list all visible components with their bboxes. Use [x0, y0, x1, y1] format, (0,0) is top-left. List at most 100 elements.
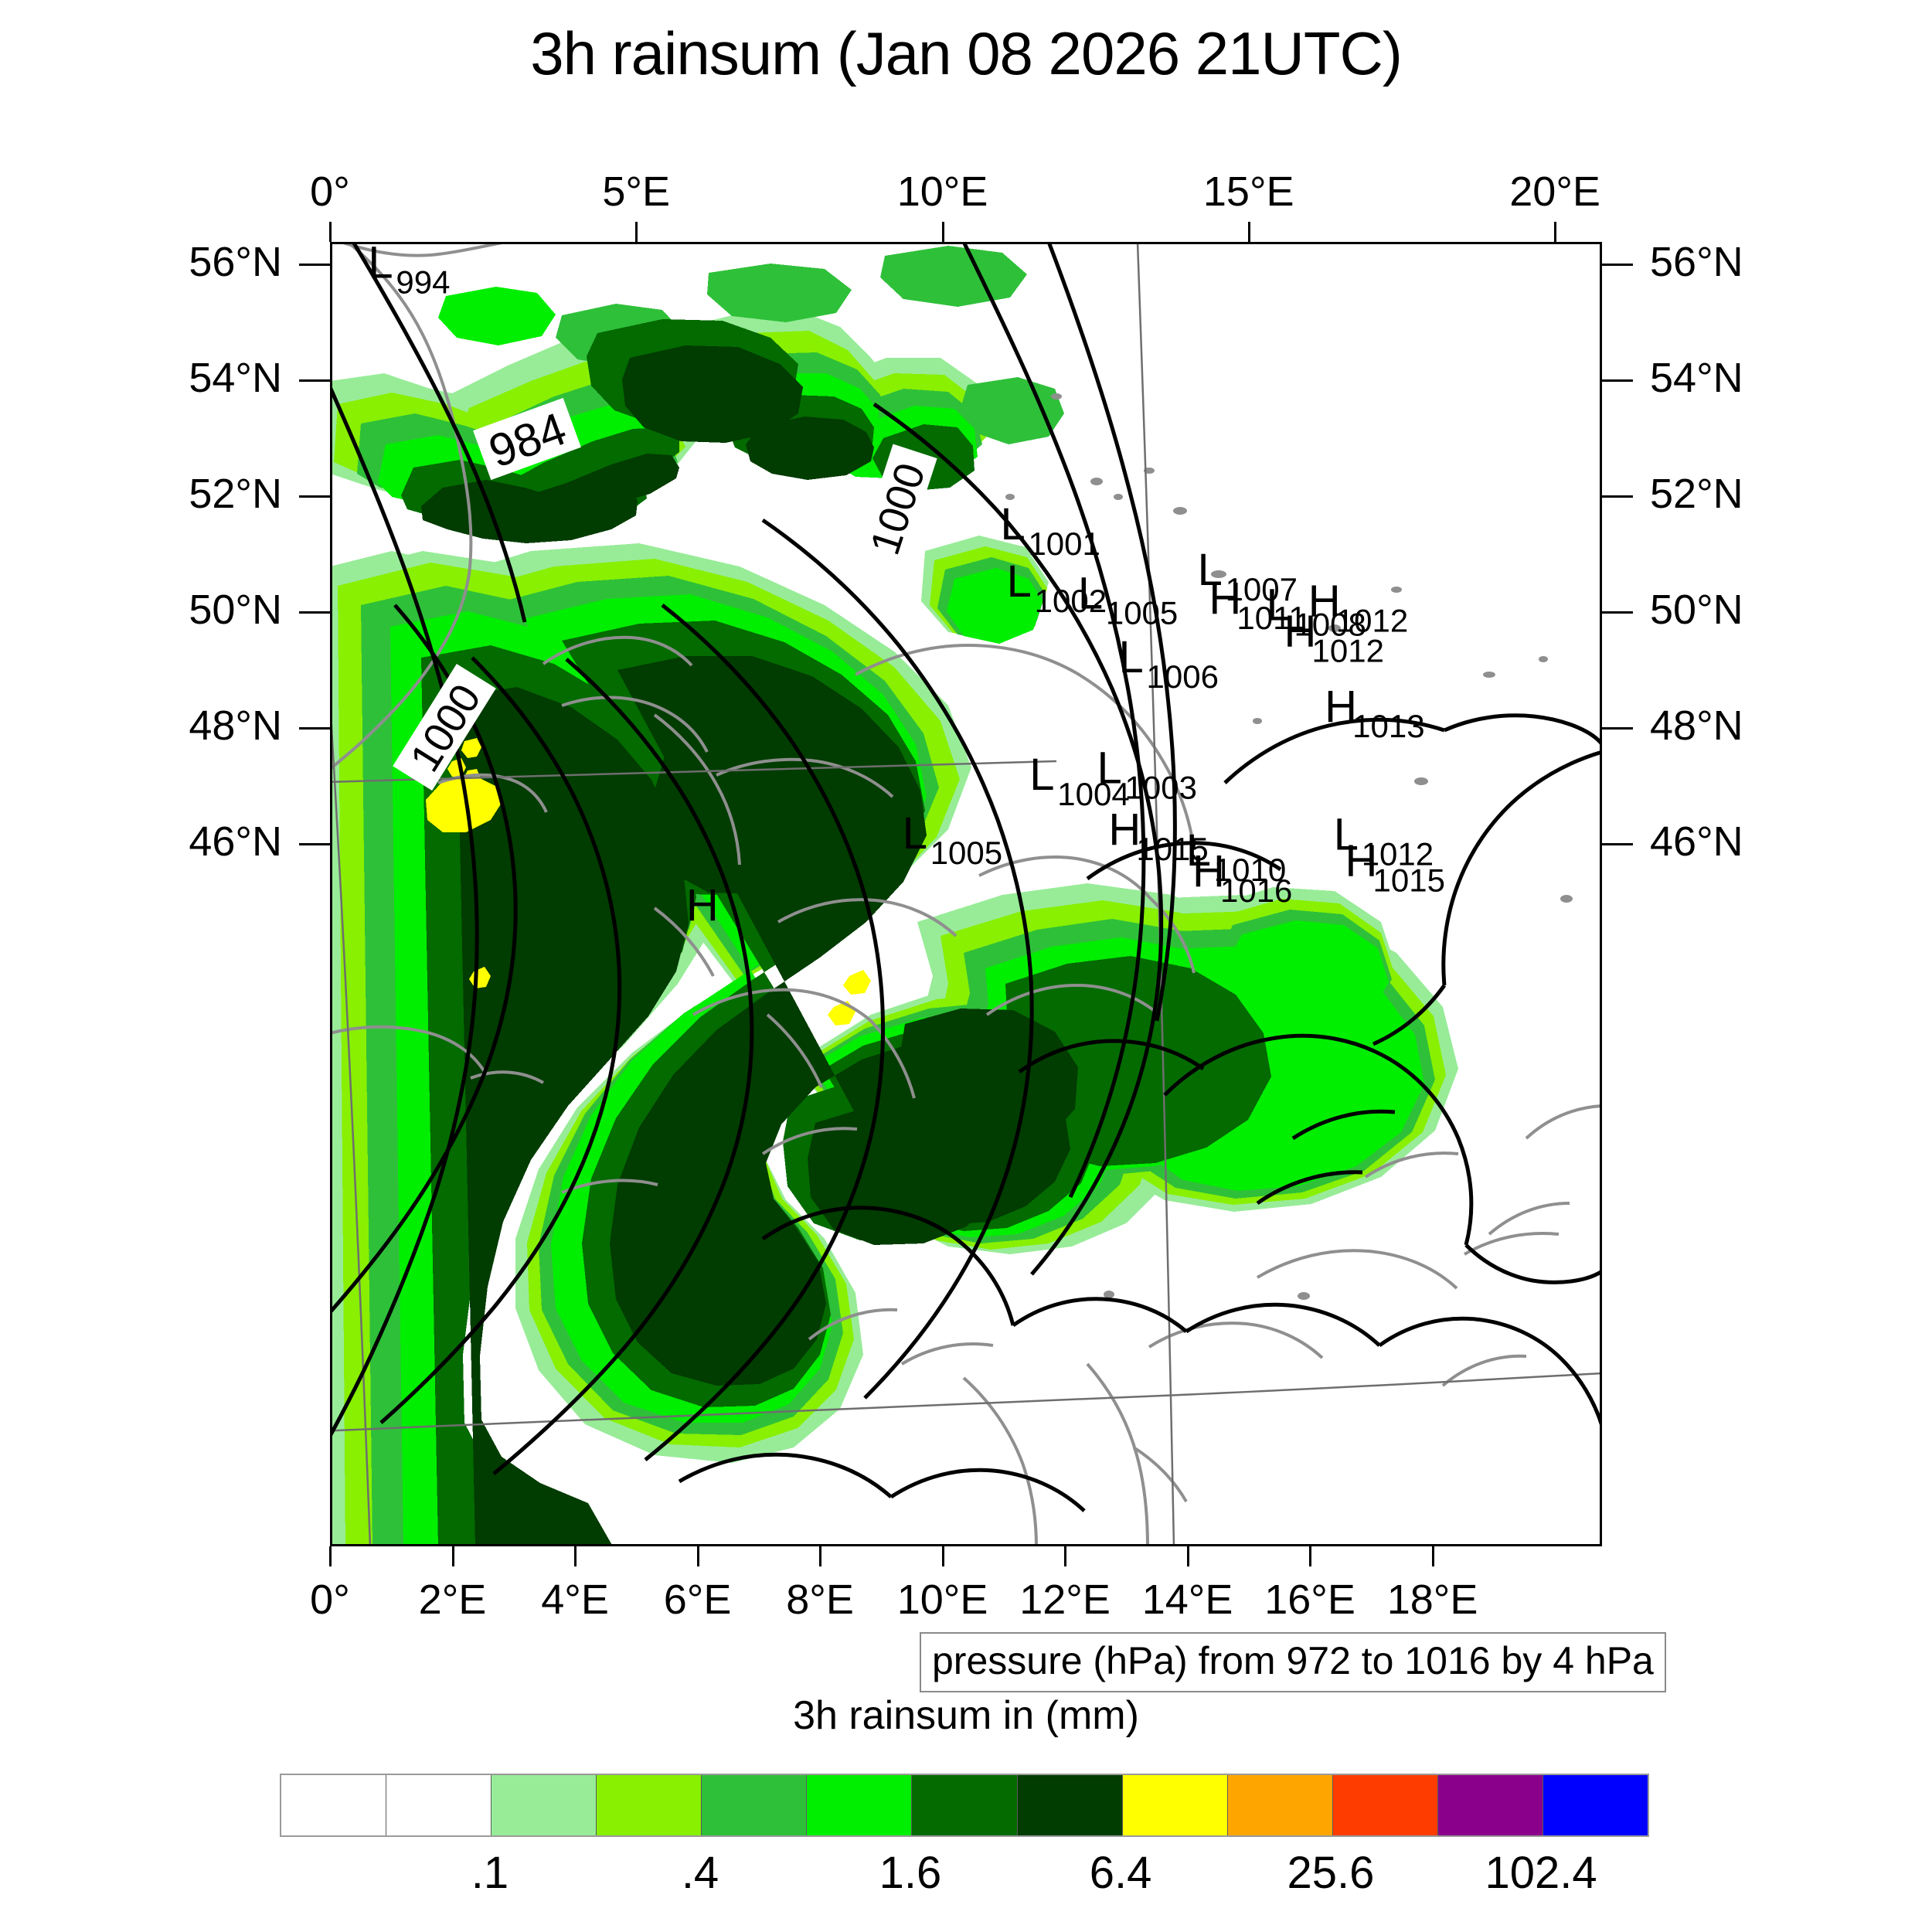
lon-tick-bottom-3 — [696, 1546, 699, 1566]
pressure-extremum-l: L 1004 — [1029, 750, 1129, 812]
svg-text:L: L — [1119, 632, 1144, 682]
svg-text:H: H — [1209, 573, 1241, 624]
lon-tick-top-0 — [329, 222, 332, 242]
svg-text:1006: 1006 — [1147, 658, 1219, 695]
precipitation-field — [330, 246, 1458, 1546]
lon-tick-top-2 — [941, 222, 944, 242]
lat-label-right-5: 46°N — [1650, 818, 1743, 865]
lon-label-bottom-4: 8°E — [786, 1577, 854, 1623]
svg-text:L: L — [903, 808, 927, 859]
pressure-extremum-h: H — [686, 880, 719, 930]
lat-label-right-4: 48°N — [1650, 702, 1743, 749]
svg-text:L: L — [1334, 810, 1359, 860]
lat-label-right-0: 56°N — [1650, 239, 1743, 286]
lon-tick-bottom-9 — [1431, 1546, 1434, 1566]
svg-text:1011: 1011 — [1236, 600, 1306, 636]
svg-text:1004: 1004 — [1057, 776, 1129, 812]
svg-text:1012: 1012 — [1362, 836, 1434, 872]
lon-label-bottom-5: 10°E — [896, 1577, 988, 1623]
svg-text:L: L — [1078, 568, 1103, 618]
lat-tick-left-2 — [299, 495, 330, 498]
colorbar-tick-5: 102.4 — [1485, 1848, 1597, 1898]
colorbar-cell-6 — [912, 1775, 1018, 1835]
svg-text:L: L — [1007, 556, 1032, 607]
colorbar-tick-2: 1.6 — [879, 1848, 942, 1898]
island-specks — [1005, 393, 1573, 1300]
lon-label-top-3: 15°E — [1202, 168, 1294, 215]
pressure-legend-box: pressure (hPa) from 972 to 1016 by 4 hPa — [920, 1632, 1666, 1692]
lon-label-bottom-1: 2°E — [418, 1577, 487, 1623]
svg-text:1012: 1012 — [1336, 602, 1408, 638]
svg-text:1012: 1012 — [1312, 632, 1384, 668]
pressure-extremum-l: L 1005 — [903, 808, 1002, 871]
svg-text:H: H — [1345, 835, 1378, 886]
pressure-extremum-l: L 1001 — [1000, 499, 1100, 562]
lat-tick-left-5 — [299, 842, 330, 845]
svg-text:1005: 1005 — [1106, 594, 1178, 631]
pressure-extremum-l: L 1010 — [1186, 825, 1286, 888]
lon-tick-bottom-8 — [1309, 1546, 1312, 1566]
svg-text:H: H — [686, 880, 719, 930]
lon-label-top-2: 10°E — [896, 168, 988, 215]
lon-tick-bottom-7 — [1186, 1546, 1189, 1566]
colorbar-cell-12 — [1543, 1775, 1648, 1835]
lon-tick-bottom-4 — [819, 1546, 822, 1566]
colorbar-cell-1 — [386, 1775, 492, 1835]
svg-text:H: H — [1284, 606, 1317, 656]
svg-text:L: L — [1186, 825, 1211, 876]
lat-tick-right-5 — [1602, 842, 1633, 845]
lon-label-bottom-6: 12°E — [1019, 1577, 1111, 1623]
lat-label-left-3: 50°N — [189, 587, 282, 634]
lon-tick-top-4 — [1554, 222, 1557, 242]
pressure-extremum-l: L 1003 — [1097, 743, 1197, 806]
svg-text:1003: 1003 — [1125, 770, 1197, 806]
pressure-extremum-l: L 1005 — [1078, 568, 1178, 631]
lat-tick-right-1 — [1602, 379, 1633, 382]
colorbar-cell-7 — [1017, 1775, 1123, 1835]
colorbar-cell-4 — [702, 1775, 808, 1835]
colorbar-caption: 3h rainsum in (mm) — [793, 1693, 1139, 1738]
lon-label-bottom-7: 14°E — [1141, 1577, 1233, 1623]
colorbar-tick-4: 25.6 — [1287, 1848, 1375, 1898]
lat-tick-right-4 — [1602, 726, 1633, 730]
lat-label-left-4: 48°N — [189, 702, 282, 749]
colorbar-tick-labels: .1 .4 1.6 6.4 25.6 102.4 — [280, 1847, 1646, 1917]
lat-label-left-2: 52°N — [189, 471, 282, 518]
svg-text:L: L — [1198, 545, 1223, 595]
pressure-extremum-l: L 1007 — [1198, 545, 1298, 607]
svg-text:H: H — [1192, 846, 1225, 896]
svg-text:1002: 1002 — [1035, 583, 1107, 619]
lat-tick-left-0 — [299, 264, 330, 267]
svg-text:L: L — [1029, 750, 1054, 800]
lon-label-top-0: 0° — [310, 168, 350, 215]
lat-tick-right-0 — [1602, 264, 1633, 267]
lat-tick-left-4 — [299, 726, 330, 730]
lon-label-bottom-2: 4°E — [541, 1577, 609, 1623]
lon-label-bottom-8: 16°E — [1264, 1577, 1355, 1623]
lon-label-bottom-0: 0° — [310, 1577, 350, 1623]
colorbar-tick-1: .4 — [681, 1848, 719, 1898]
colorbar-cell-11 — [1437, 1775, 1543, 1835]
svg-text:1015: 1015 — [1373, 862, 1445, 898]
page-title: 3h rainsum (Jan 08 2026 21UTC) — [530, 19, 1403, 87]
pressure-extremum-l: L 1008 — [1266, 580, 1366, 643]
lon-tick-top-3 — [1247, 222, 1250, 242]
lon-tick-bottom-0 — [329, 1546, 332, 1566]
svg-text:1013: 1013 — [1352, 708, 1424, 744]
colorbar-cell-3 — [597, 1775, 702, 1835]
svg-text:H: H — [1108, 804, 1141, 855]
svg-text:994: 994 — [396, 264, 450, 300]
lat-tick-left-3 — [299, 611, 330, 614]
lat-tick-right-2 — [1602, 495, 1633, 498]
pressure-extremum-l: L 994 — [368, 242, 450, 300]
svg-text:L: L — [368, 242, 393, 287]
pressure-extremum-l: L 1002 — [1007, 556, 1107, 619]
svg-text:L: L — [1000, 499, 1025, 549]
